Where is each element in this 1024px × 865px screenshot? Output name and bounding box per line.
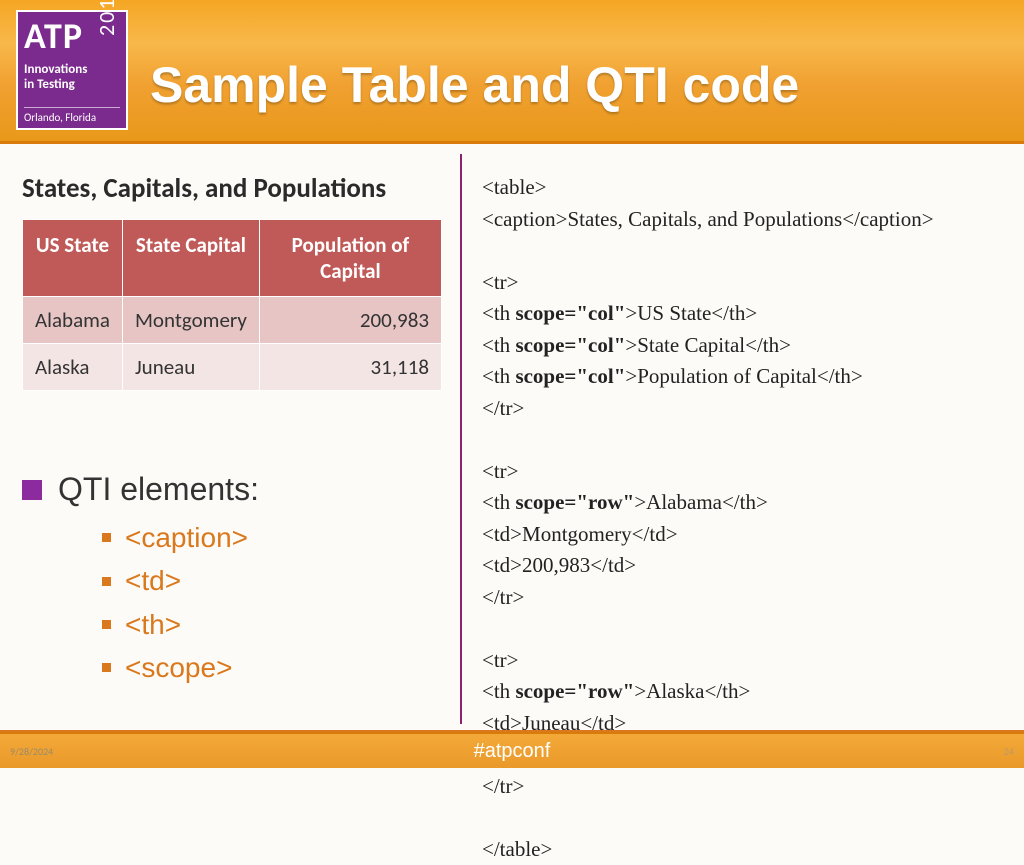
- footer-bar: 9/28/2024 #atpconf 24: [0, 732, 1024, 768]
- bullet-icon: [102, 620, 111, 629]
- list-item: <td>: [102, 559, 442, 602]
- code-line: </tr>: [482, 585, 524, 609]
- table-header-row: US State State Capital Population of Cap…: [23, 220, 442, 297]
- code-line: >State Capital</th>: [625, 333, 791, 357]
- code-line: <td>200,983</td>: [482, 553, 636, 577]
- cell-capital: Montgomery: [122, 297, 259, 344]
- code-line: <th: [482, 679, 515, 703]
- qti-heading: QTI elements:: [22, 471, 442, 508]
- code-line: <th: [482, 490, 515, 514]
- header-band: ATP 2016 Innovations in Testing Orlando,…: [0, 0, 1024, 144]
- cell-population: 200,983: [259, 297, 441, 344]
- code-line: <tr>: [482, 459, 519, 483]
- atp-logo: ATP 2016 Innovations in Testing Orlando,…: [16, 10, 128, 130]
- qti-heading-text: QTI elements:: [58, 471, 259, 508]
- logo-tagline-2: in Testing: [24, 77, 75, 92]
- code-bold: scope="row": [515, 679, 634, 703]
- col-capital: State Capital: [122, 220, 259, 297]
- code-bold: scope="col": [515, 301, 625, 325]
- code-line: >US State</th>: [625, 301, 757, 325]
- content-area: States, Capitals, and Populations US Sta…: [0, 150, 1024, 732]
- cell-state: Alaska: [23, 344, 123, 391]
- list-item: <th>: [102, 603, 442, 646]
- list-item: <caption>: [102, 516, 442, 559]
- bullet-icon: [102, 663, 111, 672]
- code-line: <th: [482, 333, 515, 357]
- qti-element: <caption>: [125, 516, 248, 559]
- logo-location: Orlando, Florida: [24, 107, 120, 124]
- code-line: </table>: [482, 837, 552, 861]
- col-state: US State: [23, 220, 123, 297]
- left-column: States, Capitals, and Populations US Sta…: [0, 150, 460, 732]
- code-line: <th: [482, 364, 515, 388]
- code-line: >Alabama</th>: [634, 490, 768, 514]
- qti-element: <th>: [125, 603, 181, 646]
- logo-brand: ATP: [24, 18, 83, 54]
- code-line: <caption>States, Capitals, and Populatio…: [482, 207, 934, 231]
- slide-title: Sample Table and QTI code: [150, 56, 799, 114]
- code-bold: scope="col": [515, 333, 625, 357]
- cell-capital: Juneau: [122, 344, 259, 391]
- bullet-icon: [102, 577, 111, 586]
- code-line: <tr>: [482, 648, 519, 672]
- code-line: <tr>: [482, 270, 519, 294]
- code-line: <th: [482, 301, 515, 325]
- qti-list: <caption> <td> <th> <scope>: [102, 516, 442, 690]
- code-line: >Alaska</th>: [634, 679, 750, 703]
- qti-section: QTI elements: <caption> <td> <th> <scope…: [22, 471, 442, 690]
- footer-hashtag: #atpconf: [474, 740, 551, 763]
- code-bold: scope="row": [515, 490, 634, 514]
- code-line: </tr>: [482, 774, 524, 798]
- logo-tagline-1: Innovations: [24, 62, 87, 77]
- code-line: >Population of Capital</th>: [625, 364, 862, 388]
- logo-tagline: Innovations in Testing: [24, 63, 120, 93]
- table-row: Alaska Juneau 31,118: [23, 344, 442, 391]
- table-caption: States, Capitals, and Populations: [22, 172, 442, 205]
- code-panel: <table> <caption>States, Capitals, and P…: [462, 150, 1024, 732]
- code-bold: scope="col": [515, 364, 625, 388]
- cell-state: Alabama: [23, 297, 123, 344]
- bullet-icon: [102, 533, 111, 542]
- cell-population: 31,118: [259, 344, 441, 391]
- col-population: Population of Capital: [259, 220, 441, 297]
- square-bullet-icon: [22, 480, 42, 500]
- code-line: </tr>: [482, 396, 524, 420]
- footer-page-number: 24: [1004, 745, 1014, 758]
- logo-year: 2016: [93, 0, 120, 36]
- states-table: US State State Capital Population of Cap…: [22, 219, 442, 391]
- qti-element: <scope>: [125, 646, 232, 689]
- qti-element: <td>: [125, 559, 181, 602]
- code-line: <table>: [482, 175, 547, 199]
- list-item: <scope>: [102, 646, 442, 689]
- code-line: <td>Montgomery</td>: [482, 522, 678, 546]
- footer-date: 9/28/2024: [10, 745, 53, 758]
- table-row: Alabama Montgomery 200,983: [23, 297, 442, 344]
